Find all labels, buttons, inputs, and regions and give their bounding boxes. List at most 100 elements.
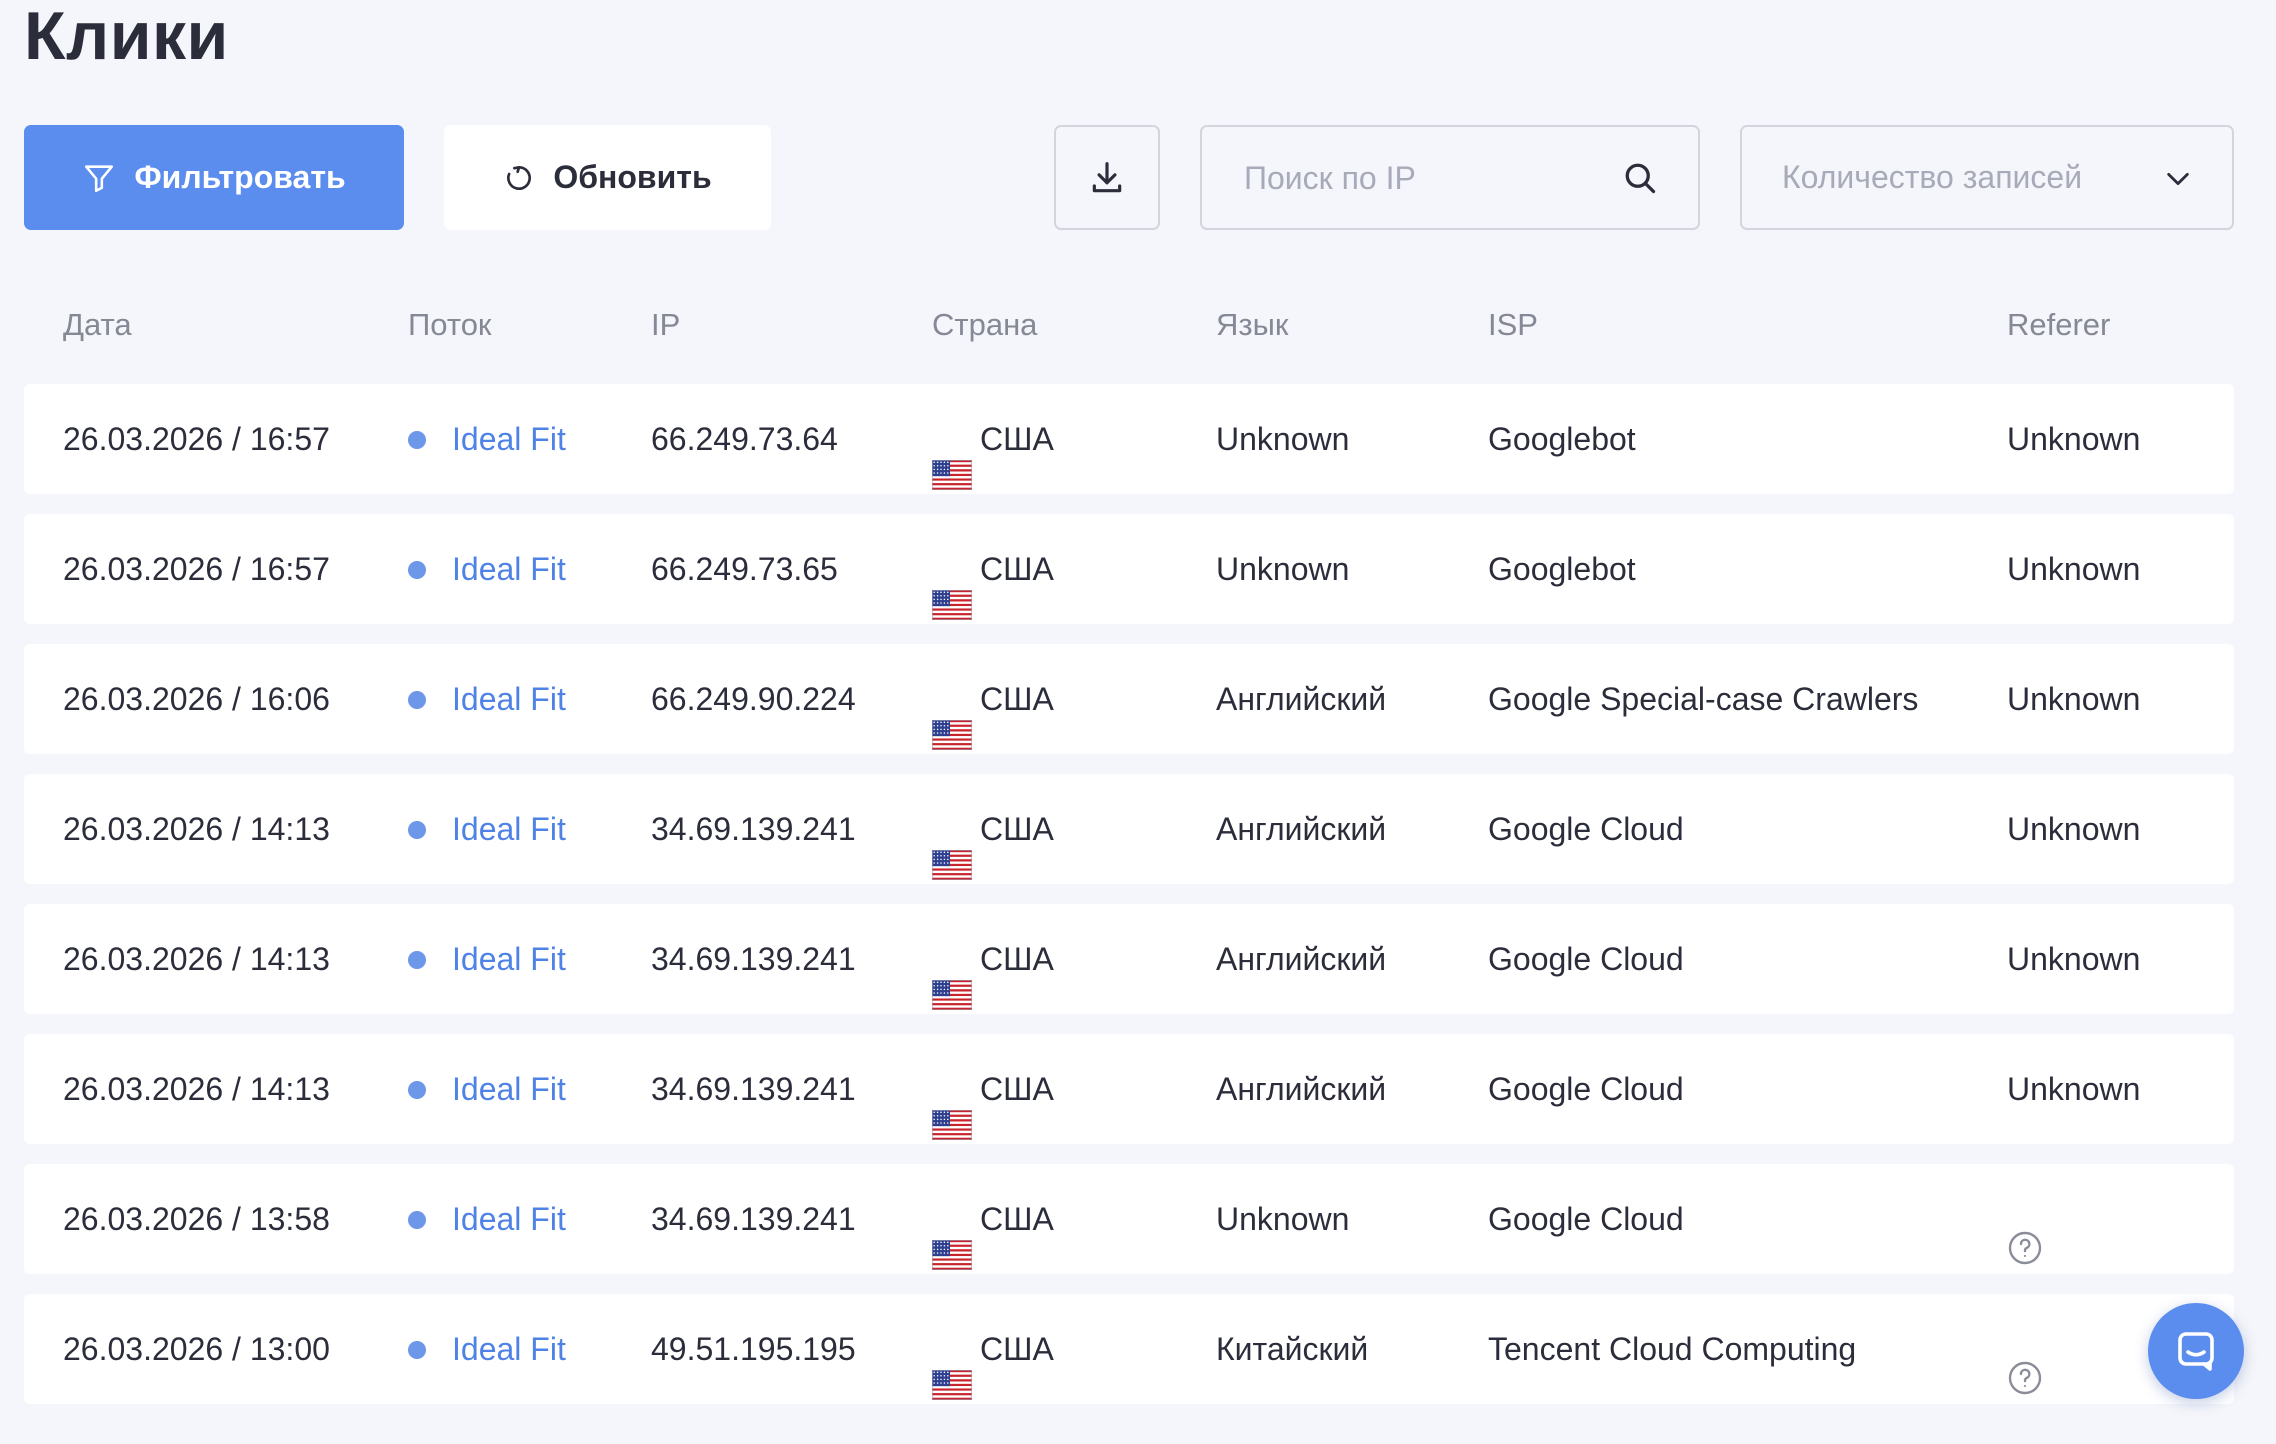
flow-status-dot: [408, 430, 426, 449]
cell-country: США: [932, 774, 1054, 884]
cell-ip: 66.249.90.224: [651, 681, 856, 717]
cell-referer: Unknown: [2007, 1071, 2141, 1107]
flow-status-dot: [408, 1210, 426, 1229]
column-header-flow[interactable]: Поток: [408, 307, 492, 342]
help-circle-icon[interactable]: [2007, 1200, 2043, 1264]
cell-date: 26.03.2026 / 13:00: [63, 1331, 330, 1367]
cell-flow: Ideal Fit: [408, 514, 566, 624]
cell-language: Unknown: [1216, 421, 1350, 457]
cell-flow: Ideal Fit: [408, 774, 566, 884]
flow-link[interactable]: Ideal Fit: [452, 421, 566, 457]
cell-ip: 66.249.73.65: [651, 551, 838, 587]
country-name: США: [980, 811, 1054, 847]
cell-ip: 34.69.139.241: [651, 1071, 856, 1107]
country-name: США: [980, 1071, 1054, 1107]
cell-isp: Googlebot: [1488, 551, 1636, 587]
cell-isp: Googlebot: [1488, 421, 1636, 457]
column-header-referer[interactable]: Referer: [2007, 307, 2111, 342]
cell-country: США: [932, 644, 1054, 754]
us-flag-icon: [932, 684, 972, 750]
flow-status-dot: [408, 690, 426, 709]
filter-button[interactable]: Фильтровать: [24, 125, 404, 230]
us-flag-icon: [932, 1334, 972, 1400]
column-header-isp[interactable]: ISP: [1488, 307, 1538, 342]
us-flag-icon: [932, 554, 972, 620]
cell-date: 26.03.2026 / 14:13: [63, 811, 330, 847]
cell-language: Unknown: [1216, 551, 1350, 587]
table-row[interactable]: 26.03.2026 / 13:58 Ideal Fit 34.69.139.2…: [24, 1164, 2234, 1274]
table-row[interactable]: 26.03.2026 / 13:00 Ideal Fit 49.51.195.1…: [24, 1294, 2234, 1404]
flow-link[interactable]: Ideal Fit: [452, 811, 566, 847]
flow-status-dot: [408, 1340, 426, 1359]
cell-ip: 49.51.195.195: [651, 1331, 856, 1367]
flow-link[interactable]: Ideal Fit: [452, 941, 566, 977]
cell-country: США: [932, 1164, 1054, 1274]
us-flag-icon: [932, 814, 972, 880]
cell-date: 26.03.2026 / 13:58: [63, 1201, 330, 1237]
cell-date: 26.03.2026 / 14:13: [63, 941, 330, 977]
country-name: США: [980, 421, 1054, 457]
search-input[interactable]: [1242, 127, 1606, 230]
flow-status-dot: [408, 950, 426, 969]
cell-country: США: [932, 1034, 1054, 1144]
search-field[interactable]: [1200, 125, 1700, 230]
records-count-select[interactable]: Количество записей: [1740, 125, 2234, 230]
table-row[interactable]: 26.03.2026 / 16:57 Ideal Fit 66.249.73.6…: [24, 384, 2234, 494]
flow-link[interactable]: Ideal Fit: [452, 1071, 566, 1107]
refresh-button-label: Обновить: [553, 159, 712, 195]
cell-isp: Google Cloud: [1488, 941, 1684, 977]
cell-referer: [2007, 1294, 2043, 1404]
download-button[interactable]: [1054, 125, 1160, 230]
flow-link[interactable]: Ideal Fit: [452, 1331, 566, 1367]
cell-flow: Ideal Fit: [408, 1294, 566, 1404]
cell-date: 26.03.2026 / 16:06: [63, 681, 330, 717]
column-header-country[interactable]: Страна: [932, 307, 1038, 342]
column-header-ip[interactable]: IP: [651, 307, 681, 342]
cell-referer: [2007, 1164, 2043, 1274]
chevron-down-icon: [2164, 165, 2192, 193]
help-circle-icon[interactable]: [2007, 1330, 2043, 1394]
cell-language: Unknown: [1216, 1201, 1350, 1237]
country-name: США: [980, 1331, 1054, 1367]
cell-country: США: [932, 384, 1054, 494]
cell-ip: 34.69.139.241: [651, 1201, 856, 1237]
download-icon: [1088, 159, 1126, 197]
us-flag-icon: [932, 1204, 972, 1270]
table-row[interactable]: 26.03.2026 / 16:57 Ideal Fit 66.249.73.6…: [24, 514, 2234, 624]
chat-button[interactable]: [2148, 1303, 2244, 1399]
column-header-language[interactable]: Язык: [1216, 307, 1289, 342]
cell-isp: Google Special-case Crawlers: [1488, 681, 1919, 717]
cell-isp: Tencent Cloud Computing: [1488, 1331, 1857, 1367]
table-header: Дата Поток IP Страна Язык ISP Referer: [24, 290, 2234, 360]
table-row[interactable]: 26.03.2026 / 14:13 Ideal Fit 34.69.139.2…: [24, 774, 2234, 884]
cell-date: 26.03.2026 / 16:57: [63, 421, 330, 457]
cell-date: 26.03.2026 / 14:13: [63, 1071, 330, 1107]
cell-language: Английский: [1216, 811, 1387, 847]
us-flag-icon: [932, 944, 972, 1010]
cell-referer: Unknown: [2007, 941, 2141, 977]
cell-isp: Google Cloud: [1488, 1071, 1684, 1107]
country-name: США: [980, 941, 1054, 977]
cell-referer: Unknown: [2007, 421, 2141, 457]
filter-icon: [82, 161, 116, 195]
refresh-icon: [503, 162, 535, 194]
table-row[interactable]: 26.03.2026 / 14:13 Ideal Fit 34.69.139.2…: [24, 1034, 2234, 1144]
column-header-date[interactable]: Дата: [63, 307, 132, 342]
cell-isp: Google Cloud: [1488, 811, 1684, 847]
cell-referer: Unknown: [2007, 551, 2141, 587]
table-row[interactable]: 26.03.2026 / 14:13 Ideal Fit 34.69.139.2…: [24, 904, 2234, 1014]
cell-ip: 34.69.139.241: [651, 941, 856, 977]
flow-link[interactable]: Ideal Fit: [452, 1201, 566, 1237]
search-icon[interactable]: [1622, 160, 1658, 196]
cell-ip: 66.249.73.64: [651, 421, 838, 457]
cell-language: Китайский: [1216, 1331, 1369, 1367]
refresh-button[interactable]: Обновить: [444, 125, 771, 230]
flow-link[interactable]: Ideal Fit: [452, 681, 566, 717]
cell-flow: Ideal Fit: [408, 1164, 566, 1274]
country-name: США: [980, 681, 1054, 717]
table-row[interactable]: 26.03.2026 / 16:06 Ideal Fit 66.249.90.2…: [24, 644, 2234, 754]
flow-link[interactable]: Ideal Fit: [452, 551, 566, 587]
flow-status-dot: [408, 1080, 426, 1099]
cell-flow: Ideal Fit: [408, 904, 566, 1014]
cell-isp: Google Cloud: [1488, 1201, 1684, 1237]
